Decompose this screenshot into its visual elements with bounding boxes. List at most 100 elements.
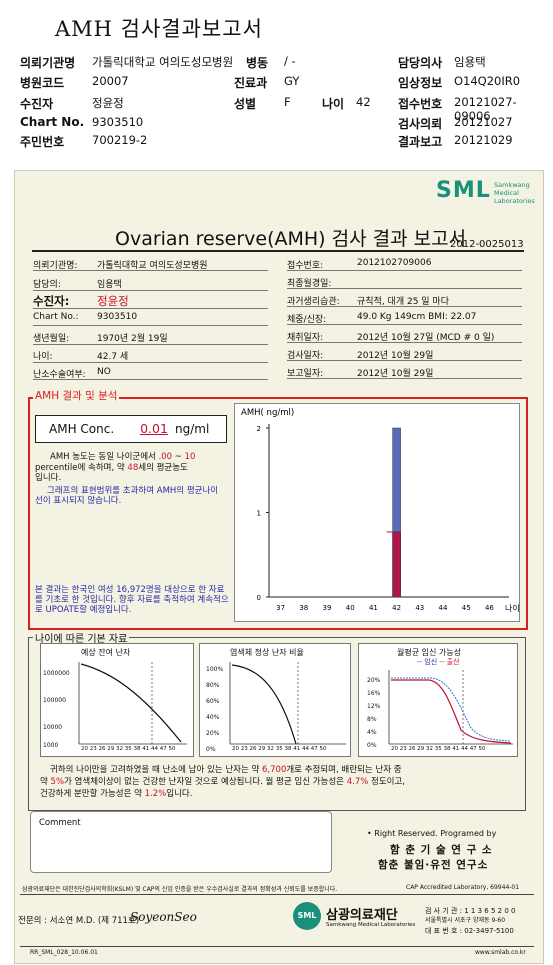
- logo-sub-line: Laboratories: [494, 197, 535, 205]
- summary-remaining-eggs: 6,700: [262, 765, 287, 775]
- result-note-3: 본 결과는 한국인 여성 16,972명을 대상으로 한 자료를 기초로 한 것…: [35, 585, 229, 615]
- normal-chromosome-chart: 염색체 정상 난자 비율 100% 80% 60% 40% 20% 0% 20 …: [199, 643, 351, 757]
- ytick: 16%: [367, 690, 381, 697]
- normal-chromosome-svg: [229, 662, 346, 745]
- result-section-title: AMH 결과 및 분석: [33, 388, 120, 403]
- mini-chart-xticks: 20 23 26 29 32 35 38 41 44 47 50: [81, 746, 176, 752]
- result-note-2: 그래프의 표현범위를 초과하여 AMH의 평균나이선이 표시되지 않습니다.: [35, 486, 219, 506]
- note-percentile-low: .00: [158, 452, 173, 462]
- age-summary-3: 건강하게 분만할 가능성은 약 1.2%입니다.: [40, 789, 520, 800]
- info-label: 나이:: [33, 352, 53, 362]
- divider: [32, 250, 524, 252]
- amh-conc-label: AMH Conc.: [49, 422, 115, 436]
- x-tick-label: 44: [439, 604, 448, 612]
- legend-birth: -- 출산: [439, 658, 460, 666]
- info-value: 2012년 10월 27일 (MCD # 0 일): [357, 333, 495, 343]
- mini-chart-xticks: 20 23 26 29 32 35 38 41 44 47 50: [232, 746, 327, 752]
- info-value: 임용택: [97, 280, 122, 290]
- ytick: 1000000: [43, 670, 70, 677]
- row-line: [33, 270, 268, 271]
- legend-pregnancy: -- 임신: [417, 658, 438, 666]
- website: www.smlab.co.kr: [475, 949, 526, 956]
- header-label: 나이: [322, 97, 345, 111]
- logo-sub-line: Samkwang: [494, 181, 530, 189]
- cap-accreditation: CAP Accredited Laboratory, 69944-01: [406, 884, 520, 891]
- logo-sub-line: Medical: [494, 189, 519, 197]
- row-line: [33, 290, 268, 291]
- note-text: 세의 평균농도: [138, 463, 188, 473]
- x-tick-label: 43: [415, 604, 424, 612]
- header-value: 20121029: [454, 133, 513, 147]
- header-value: F: [284, 95, 291, 109]
- summary-pregnancy-rate: 4.7%: [346, 777, 369, 787]
- note-text: AMH 농도는 동일 나이군에서: [50, 452, 156, 462]
- row-line: [287, 324, 522, 325]
- header-label: 성별: [234, 97, 257, 111]
- result-section: [28, 397, 528, 630]
- x-tick-label: 45: [462, 604, 471, 612]
- info-value: 42.7 세: [97, 352, 129, 362]
- row-line: [287, 360, 522, 361]
- header-label: 결과보고: [398, 135, 443, 149]
- pregnancy-chance-chart: 월평균 임신 가능성 -- 임신 -- 출산 20% 16% 12% 8% 4%…: [358, 643, 518, 757]
- age-summary-2: 약 5%가 염색체이상이 없는 건강한 난자일 것으로 예상됩니다. 월 평균 …: [40, 777, 520, 788]
- remaining-eggs-svg: [78, 662, 187, 745]
- ytick: 60%: [206, 698, 220, 705]
- mini-chart-xticks: 20 23 26 29 32 35 38 41 44 47 50: [391, 746, 486, 752]
- ytick: 20%: [206, 730, 220, 737]
- contact-line: 서울특별시 서초구 양재동 9-60: [425, 917, 506, 924]
- row-line: [33, 308, 268, 309]
- contact-line: 검 사 기 관 : 1 1 3 6 5 2 0 0: [425, 907, 516, 915]
- header-value: GY: [284, 74, 300, 88]
- x-tick-label: 41: [369, 604, 378, 612]
- report-number: 2012-0025013: [450, 239, 524, 250]
- patient-bar: [392, 531, 401, 598]
- info-value: 가톨릭대학교 여의도성모병원: [97, 261, 208, 271]
- sml-logo: SML Samkwang Medical Laboratories: [436, 178, 541, 208]
- summary-text: 약: [40, 777, 48, 787]
- info-label: 채취일자:: [287, 333, 324, 343]
- report-title: Ovarian reserve(AMH) 검사 결과 보고서: [115, 228, 467, 250]
- note-mean-age: 48: [127, 463, 139, 473]
- header-value: 임용택: [454, 55, 486, 69]
- summary-normal-rate: 5%: [50, 777, 65, 787]
- info-value: 정윤정: [97, 294, 129, 308]
- pregnancy-chance-svg: [388, 670, 513, 745]
- header-value: 가톨릭대학교 여의도성모병원: [92, 55, 234, 69]
- info-value: 규칙적, 대개 25 일 마다: [357, 297, 449, 307]
- rights-text: • Right Reserved. Programed by: [367, 829, 497, 838]
- info-label: 최종월경일:: [287, 279, 332, 289]
- info-value: 2012년 10월 29일: [357, 351, 434, 361]
- contact-line: 대 표 번 호 : 02-3497-5100: [425, 927, 514, 935]
- mini-chart-title: 월평균 임신 가능성: [397, 648, 461, 657]
- age-summary: 귀하의 나이만을 고려하였을 때 난소에 남아 있는 난자는 약 6,700개로…: [50, 765, 520, 776]
- info-label: 접수번호:: [287, 261, 324, 271]
- header-value: / -: [284, 54, 296, 68]
- header-value: O14Q20IR0: [454, 74, 521, 88]
- mini-chart-yticks: 100% 80% 60% 40% 20% 0%: [206, 662, 223, 758]
- info-value: 9303510: [97, 312, 138, 322]
- mini-chart-legend: -- 임신 -- 출산: [417, 657, 460, 667]
- info-label: 생년월일:: [33, 334, 70, 344]
- header-value: 20121027-09006: [454, 95, 517, 123]
- amh-chart: AMH( ng/ml) 0 1 2 37 38 39 40 41 42 43 44 45 46 나이: [234, 403, 520, 622]
- y-tick-label: 1: [257, 510, 261, 518]
- summary-text: 건강하게 분만할 가능성은 약: [40, 789, 142, 799]
- mini-chart-title: 염색체 정상 난자 비율: [230, 648, 304, 657]
- result-note-1b: percentile에 속하며, 약 48세의 평균농도 입니다.: [35, 463, 230, 483]
- header-value: 정윤정: [92, 96, 124, 110]
- x-tick-label: 38: [299, 604, 308, 612]
- header-label: 임상정보: [398, 76, 443, 90]
- header-value: 9303510: [92, 115, 144, 129]
- remaining-eggs-chart: 예상 잔여 난자 1000000 100000 10000 1000 20 23…: [40, 643, 194, 757]
- comment-box: Comment: [30, 811, 332, 873]
- info-value: 1970년 2월 19일: [97, 334, 168, 344]
- info-value: 2012년 10월 29일: [357, 369, 434, 379]
- result-note-1: AMH 농도는 동일 나이군에서 .00 ~ 10: [50, 452, 230, 462]
- foundation-name-en: Samkwang Medical Laboratories: [326, 922, 416, 928]
- header-value: 700219-2: [92, 133, 148, 147]
- doctor-signature: SoyeonSeo: [130, 910, 197, 924]
- summary-text: 가 염색체이상이 없는 건강한 난자일 것으로 예상됩니다. 월 평균 임신 가…: [64, 777, 344, 787]
- header-label: 의뢰기관명: [20, 56, 76, 70]
- row-line: [287, 342, 522, 343]
